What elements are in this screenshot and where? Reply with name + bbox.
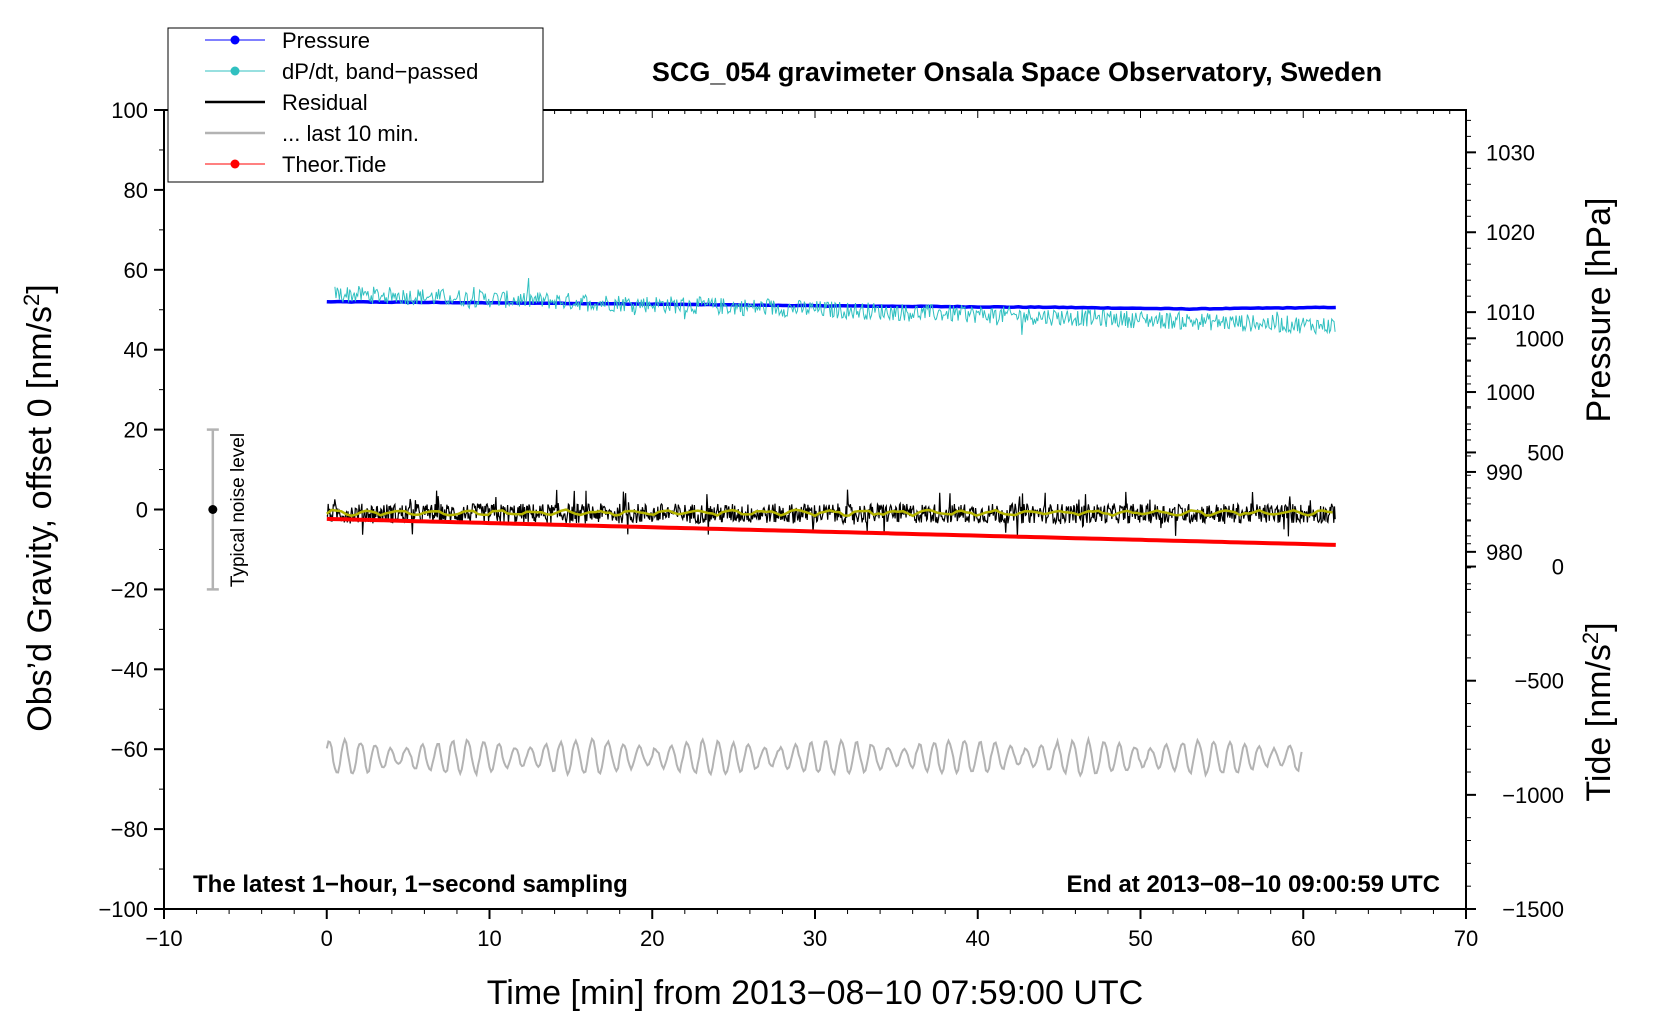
legend-marker-1 [230, 66, 240, 76]
legend-label-3: ... last 10 min. [282, 121, 419, 146]
pressure-axis-title: Pressure [hPa] [1580, 198, 1618, 423]
y-tick-label: −80 [111, 817, 148, 842]
pressure-tick-label: 1030 [1486, 140, 1535, 165]
x-tick-label: 20 [640, 926, 664, 951]
series-tide-line [326, 516, 1336, 547]
pressure-tick-label: 980 [1486, 540, 1523, 565]
tide-axis-title-sup: 2 [1578, 632, 1603, 644]
legend-label-2: Residual [282, 90, 368, 115]
noise-indicator [206, 428, 219, 591]
y-axis-title-sup: 2 [19, 294, 44, 306]
y-axis-title-close: ] [21, 284, 59, 293]
chart-title: SCG_054 gravimeter Onsala Space Observat… [652, 57, 1382, 87]
series-layer [325, 277, 1336, 778]
y-tick-label: 20 [124, 418, 148, 443]
tide-tick-label: −500 [1514, 669, 1564, 694]
tide-tick-label: −1500 [1502, 897, 1564, 922]
pressure-tick-label: 1010 [1486, 300, 1535, 325]
annotation-end-time: End at 2013−08−10 09:00:59 UTC [1066, 871, 1440, 898]
y-tick-label: 100 [111, 98, 148, 123]
y-tick-label: 80 [124, 178, 148, 203]
x-tick-label: 60 [1291, 926, 1315, 951]
y-tick-label: −20 [111, 577, 148, 602]
x-axis-title: Time [min] from 2013−08−10 07:59:00 UTC [487, 974, 1143, 1012]
tick-layer: −10 0 10 20 30 40 50 60 70−100−80−60−40−20020406… [98, 98, 1564, 951]
y-tick-label: 40 [124, 338, 148, 363]
tide-axis-title: Tide [nm/s2] [1578, 622, 1618, 801]
tide-axis-title-text: Tide [nm/s [1580, 644, 1618, 801]
y-tick-label: 60 [124, 258, 148, 283]
tide-tick-label: −1000 [1502, 783, 1564, 808]
pressure-tick-label: 990 [1486, 460, 1523, 485]
legend-marker-4 [230, 159, 240, 169]
legend-label-1: dP/dt, band−passed [282, 59, 478, 84]
pressure-tick-label: 1000 [1486, 380, 1535, 405]
y-tick-label: −40 [111, 657, 148, 682]
legend-items: Pressure dP/dt, band−passed Residual ... la… [205, 28, 478, 177]
tide-tick-label: 0 [1552, 555, 1564, 580]
y-axis-title: Obs’d Gravity, offset 0 [nm/s2] [19, 284, 59, 731]
noise-label: Typical noise level [228, 433, 249, 587]
tide-tick-label: 1000 [1515, 326, 1564, 351]
legend-box [167, 27, 544, 183]
legend-label-0: Pressure [282, 28, 370, 53]
y-tick-label: −100 [98, 897, 148, 922]
legend-marker-0 [230, 35, 240, 45]
x-tick-label: 30 [803, 926, 827, 951]
series-residual-smoothed-line [326, 508, 1333, 518]
tide-tick-label: 500 [1527, 440, 1564, 465]
x-tick-label: 40 [966, 926, 990, 951]
legend-label-4: Theor.Tide [282, 152, 386, 177]
y-tick-label: 0 [136, 498, 148, 523]
tide-axis-title-close: ] [1580, 622, 1618, 631]
x-tick-label: 0 [321, 926, 333, 951]
annotation-sampling: The latest 1−hour, 1−second sampling [193, 871, 628, 898]
legend: Pressure dP/dt, band−passed Residual ... la… [167, 27, 544, 183]
series-dpdt-line [334, 277, 1336, 336]
series-last10min-line [325, 735, 1303, 778]
y-axis-title-text: Obs’d Gravity, offset 0 [nm/s [21, 306, 59, 732]
y-tick-label: −60 [111, 737, 148, 762]
x-tick-label: −10 [145, 926, 182, 951]
x-tick-label: 70 [1454, 926, 1478, 951]
x-tick-label: 50 [1128, 926, 1152, 951]
x-tick-label: 10 [477, 926, 501, 951]
noise-bar-center-dot [208, 505, 218, 514]
pressure-tick-label: 1020 [1486, 220, 1535, 245]
